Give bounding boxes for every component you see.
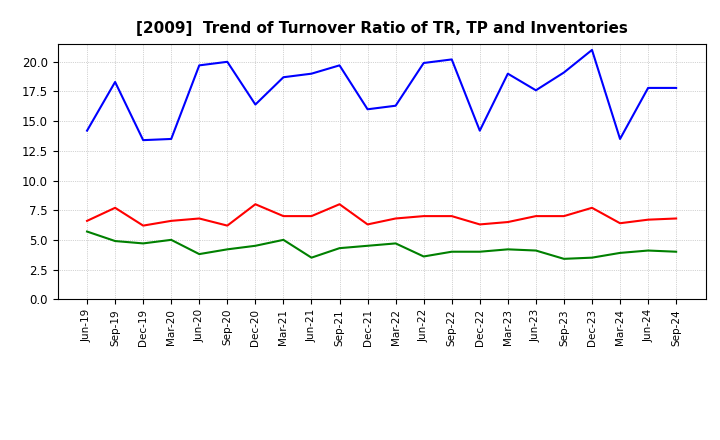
Trade Payables	[307, 71, 316, 76]
Trade Payables	[195, 63, 204, 68]
Trade Payables	[139, 138, 148, 143]
Trade Payables	[111, 79, 120, 84]
Trade Payables	[475, 128, 484, 133]
Trade Receivables	[111, 205, 120, 210]
Inventories	[167, 237, 176, 242]
Trade Receivables	[139, 223, 148, 228]
Trade Receivables	[559, 213, 568, 219]
Trade Receivables	[279, 213, 288, 219]
Trade Receivables	[475, 222, 484, 227]
Trade Payables	[364, 106, 372, 112]
Inventories	[616, 250, 624, 256]
Trade Receivables	[503, 220, 512, 225]
Line: Trade Receivables: Trade Receivables	[87, 204, 676, 226]
Trade Payables	[83, 128, 91, 133]
Trade Receivables	[336, 202, 344, 207]
Trade Payables	[251, 102, 260, 107]
Trade Payables	[167, 136, 176, 142]
Trade Payables	[559, 70, 568, 75]
Trade Payables	[391, 103, 400, 108]
Trade Receivables	[588, 205, 596, 210]
Trade Payables	[223, 59, 232, 64]
Inventories	[139, 241, 148, 246]
Trade Payables	[279, 75, 288, 80]
Trade Receivables	[531, 213, 540, 219]
Legend: Trade Receivables, Trade Payables, Inventories: Trade Receivables, Trade Payables, Inven…	[151, 438, 612, 440]
Trade Payables	[503, 71, 512, 76]
Trade Receivables	[364, 222, 372, 227]
Trade Receivables	[223, 223, 232, 228]
Inventories	[447, 249, 456, 254]
Inventories	[307, 255, 316, 260]
Trade Payables	[588, 47, 596, 52]
Trade Payables	[336, 63, 344, 68]
Line: Trade Payables: Trade Payables	[87, 50, 676, 140]
Trade Receivables	[83, 218, 91, 224]
Inventories	[279, 237, 288, 242]
Trade Receivables	[391, 216, 400, 221]
Inventories	[419, 254, 428, 259]
Inventories	[251, 243, 260, 249]
Trade Receivables	[167, 218, 176, 224]
Inventories	[391, 241, 400, 246]
Inventories	[475, 249, 484, 254]
Trade Receivables	[195, 216, 204, 221]
Inventories	[644, 248, 652, 253]
Trade Receivables	[447, 213, 456, 219]
Trade Payables	[419, 60, 428, 66]
Line: Inventories: Inventories	[87, 231, 676, 259]
Trade Receivables	[419, 213, 428, 219]
Title: [2009]  Trend of Turnover Ratio of TR, TP and Inventories: [2009] Trend of Turnover Ratio of TR, TP…	[135, 21, 628, 36]
Inventories	[559, 256, 568, 261]
Trade Payables	[447, 57, 456, 62]
Trade Payables	[531, 88, 540, 93]
Inventories	[83, 229, 91, 234]
Trade Receivables	[616, 220, 624, 226]
Inventories	[531, 248, 540, 253]
Trade Receivables	[307, 213, 316, 219]
Trade Payables	[672, 85, 680, 91]
Inventories	[672, 249, 680, 254]
Trade Payables	[616, 136, 624, 142]
Trade Receivables	[251, 202, 260, 207]
Inventories	[195, 251, 204, 257]
Inventories	[364, 243, 372, 249]
Inventories	[588, 255, 596, 260]
Trade Receivables	[644, 217, 652, 222]
Inventories	[503, 247, 512, 252]
Inventories	[336, 246, 344, 251]
Trade Receivables	[672, 216, 680, 221]
Trade Payables	[644, 85, 652, 91]
Inventories	[223, 247, 232, 252]
Inventories	[111, 238, 120, 244]
